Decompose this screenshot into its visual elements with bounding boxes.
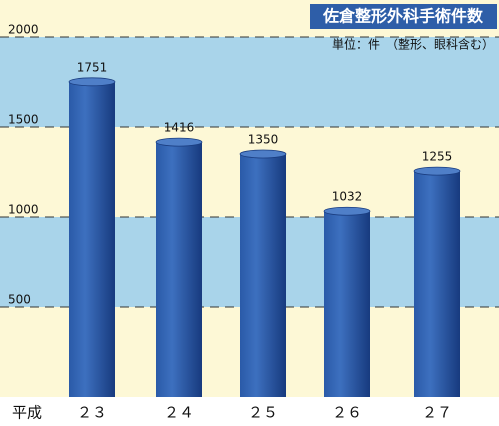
x-tick-label: ２７ [422, 404, 452, 422]
value-label: 1751 [77, 60, 108, 74]
value-label: 1416 [164, 121, 195, 135]
bar-cap [155, 137, 203, 147]
title-box [310, 4, 497, 29]
value-label: 1350 [248, 133, 279, 147]
x-axis-label: 平成 [12, 404, 42, 422]
bar-cap [413, 166, 461, 176]
bar [324, 211, 370, 397]
bar [69, 81, 115, 397]
value-label: 1255 [422, 150, 453, 164]
x-tick-label: ２５ [248, 404, 278, 422]
x-tick-label: ２６ [332, 404, 362, 422]
bar [156, 142, 202, 397]
chart-subtitle: 単位：件 （整形、眼科含む） [332, 37, 494, 52]
bar-cap [323, 206, 371, 216]
y-tick-label: 1500 [8, 113, 39, 127]
x-tick-label: ２４ [164, 404, 194, 422]
bar-cap [239, 149, 287, 159]
bar-cap [68, 77, 116, 87]
y-tick-label: 500 [8, 293, 31, 307]
value-label: 1032 [332, 190, 363, 204]
chart-title: 佐倉整形外科手術件数 [322, 7, 484, 26]
bar [414, 171, 460, 397]
x-tick-label: ２３ [77, 404, 107, 422]
y-tick-label: 2000 [8, 23, 39, 37]
y-tick-label: 1000 [8, 203, 39, 217]
bar [240, 154, 286, 397]
